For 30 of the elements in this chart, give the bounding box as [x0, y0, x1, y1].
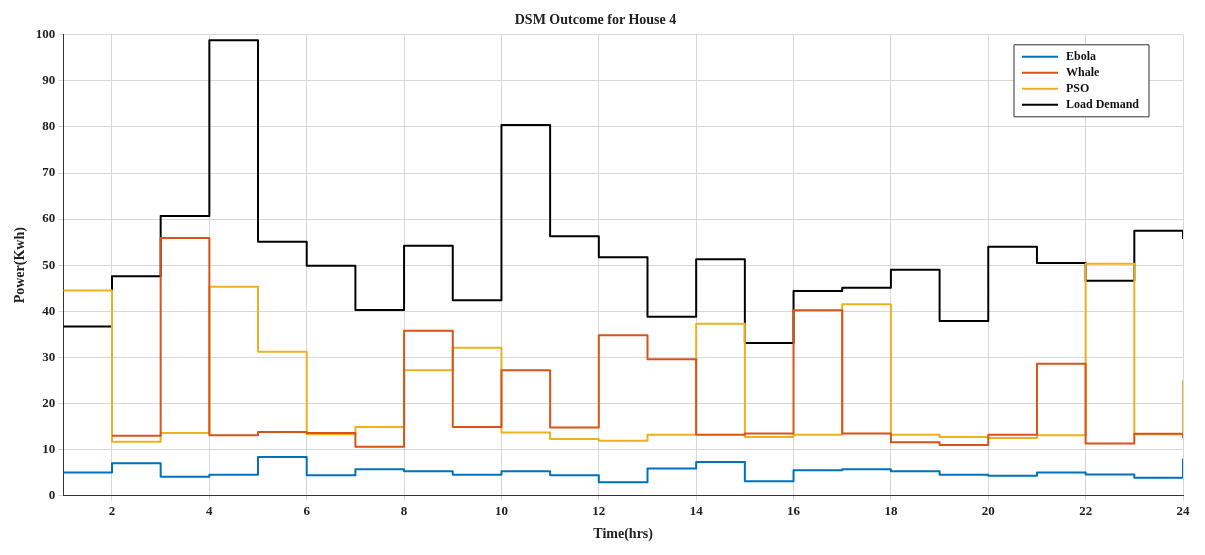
x-tick-label: 2 — [108, 502, 116, 518]
x-tick-label: 12 — [592, 502, 606, 518]
y-tick-label: 30 — [42, 348, 56, 364]
x-tick-label: 16 — [787, 502, 801, 518]
legend-label: Ebola — [1065, 48, 1096, 63]
x-tick-label: 6 — [303, 502, 311, 518]
chart-title: DSM Outcome for House 4 — [514, 12, 677, 28]
y-tick-label: 100 — [35, 26, 56, 42]
x-tick-label: 10 — [494, 502, 508, 518]
legend-label: Whale — [1065, 64, 1100, 79]
y-tick-label: 10 — [42, 440, 56, 456]
x-tick-label: 8 — [400, 502, 408, 518]
y-tick-label: 50 — [42, 256, 56, 272]
y-tick-label: 40 — [42, 302, 56, 318]
y-tick-label: 20 — [42, 394, 56, 410]
x-axis-title: Time(hrs) — [593, 526, 654, 543]
y-tick-label: 90 — [42, 72, 56, 88]
x-tick-label: 20 — [981, 502, 995, 518]
x-tick-label: 18 — [884, 502, 898, 518]
y-tick-label: 60 — [42, 210, 56, 226]
y-tick-label: 70 — [42, 164, 56, 180]
y-tick-label: 0 — [48, 486, 56, 502]
x-tick-label: 4 — [206, 502, 214, 518]
legend-label: Load Demand — [1065, 96, 1140, 111]
x-tick-label: 24 — [1176, 502, 1190, 518]
legend-label: PSO — [1065, 80, 1090, 95]
x-tick-label: 22 — [1079, 502, 1093, 518]
y-axis-title: Power(Kwh) — [12, 226, 29, 304]
x-tick-label: 14 — [689, 502, 704, 518]
y-tick-label: 80 — [42, 118, 56, 134]
